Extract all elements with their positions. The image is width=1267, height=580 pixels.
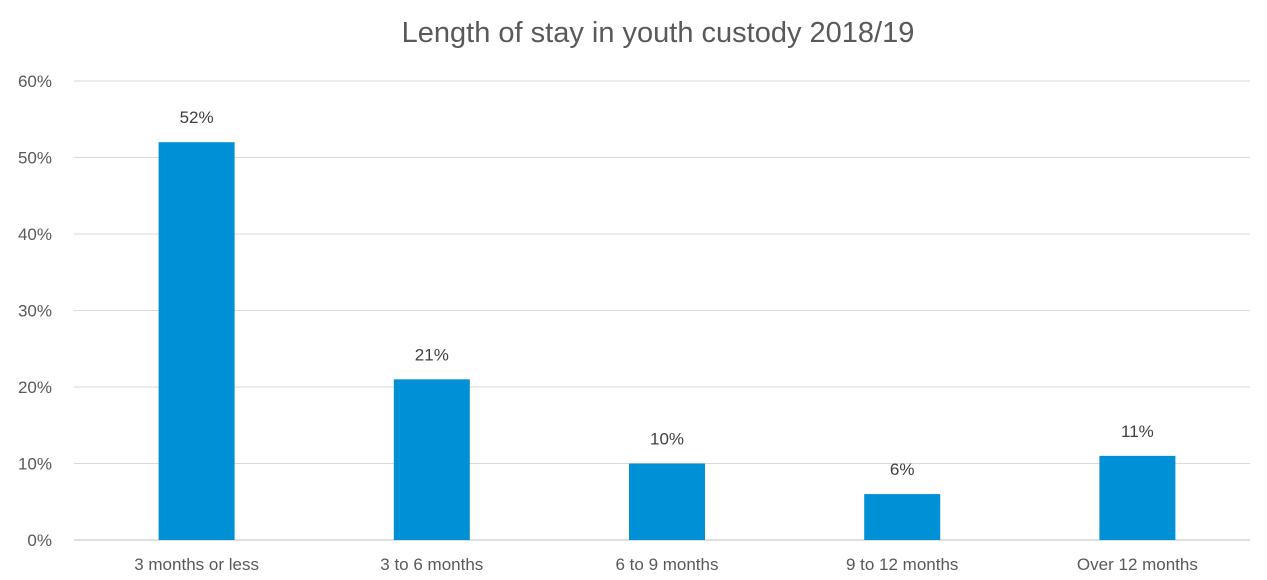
x-tick-label: 6 to 9 months [615,555,718,574]
y-tick-label: 10% [18,455,52,474]
chart-title: Length of stay in youth custody 2018/19 [402,17,915,49]
y-tick-label: 60% [18,72,52,91]
bar [1099,455,1176,540]
bar [864,494,941,540]
data-labels: 52% 21% 10% 6% 11% [180,108,1154,479]
data-label: 52% [180,108,214,127]
bar [629,463,705,540]
x-tick-label: 9 to 12 months [846,555,958,574]
gridlines [74,80,1250,541]
y-tick-label: 0% [27,531,52,550]
bars [158,142,1176,540]
y-axis-tick-labels: 0% 10% 20% 30% 40% 50% 60% [18,72,52,550]
y-tick-label: 30% [18,302,52,321]
x-tick-label: 3 months or less [134,555,259,574]
bar [393,379,470,540]
data-label: 21% [415,345,449,364]
x-axis-tick-labels: 3 months or less 3 to 6 months 6 to 9 mont… [134,555,1198,574]
x-tick-label: Over 12 months [1077,555,1198,574]
y-tick-label: 50% [18,149,52,168]
bar [158,142,235,540]
y-tick-label: 40% [18,225,52,244]
data-label: 10% [650,430,684,449]
y-tick-label: 20% [18,378,52,397]
x-tick-label: 3 to 6 months [380,555,483,574]
data-label: 11% [1121,422,1154,441]
data-label: 6% [890,460,915,479]
